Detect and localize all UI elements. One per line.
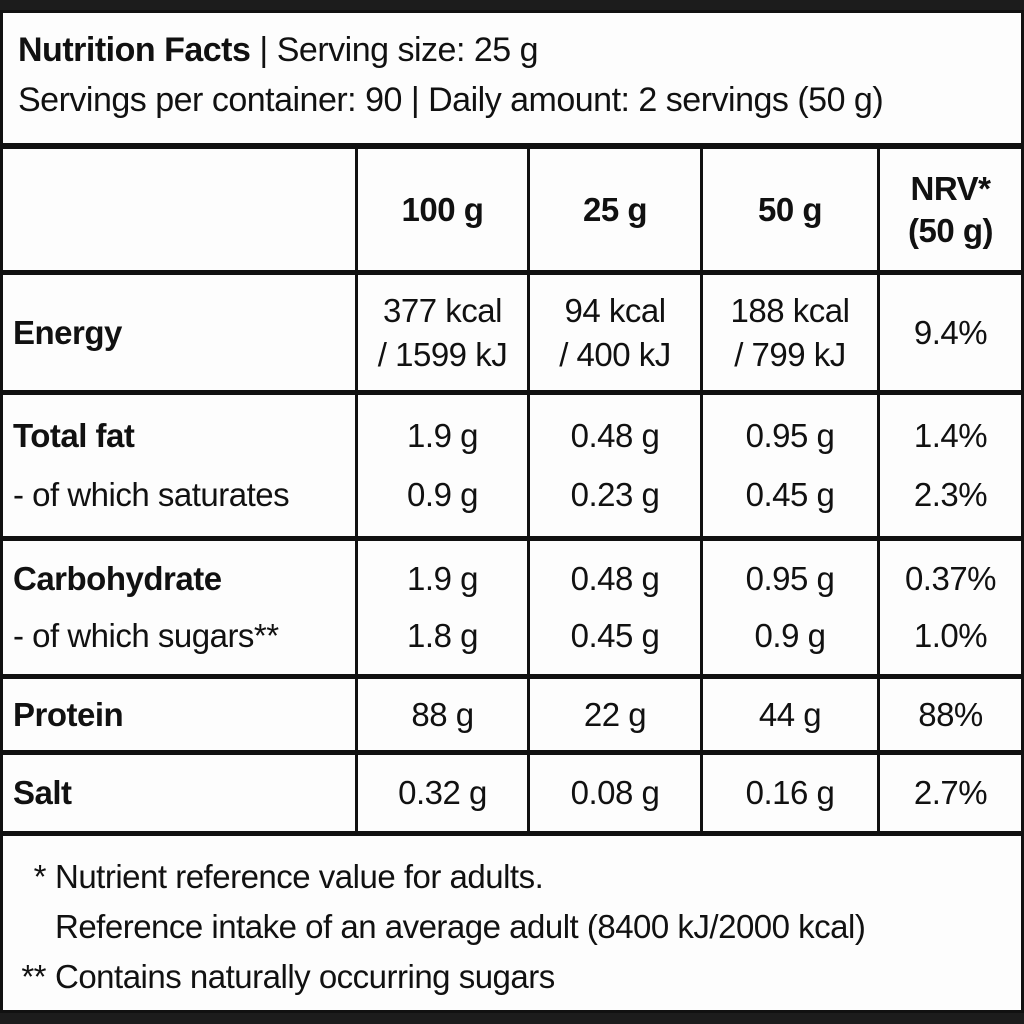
energy-100g-value: 377 kcal / 1599 kJ	[355, 275, 527, 390]
serving-size-line: Nutrition Facts | Serving size: 25 g	[18, 25, 1011, 75]
footnote-nrv: * Nutrient reference value for adults.	[3, 852, 1021, 902]
row-label-salt: Salt	[13, 774, 72, 811]
table-row-protein: Protein 88 g 22 g 44 g 88%	[3, 679, 1021, 755]
footnotes-block: * Nutrient reference value for adults. R…	[3, 836, 1021, 1002]
protein-50g-value: 44 g	[700, 679, 877, 750]
top-bar	[0, 0, 1024, 10]
carbohydrate-labels: Carbohydrate - of which sugars**	[3, 541, 355, 674]
nutrition-label: Nutrition Facts | Serving size: 25 g Servi…	[0, 10, 1024, 1013]
footnote-sugars: ** Contains naturally occurring sugars	[3, 952, 1021, 1002]
column-header-25g: 25 g	[527, 149, 700, 270]
header-empty-cell	[3, 149, 355, 270]
salt-50g-value: 0.16 g	[700, 755, 877, 831]
footnote-sugars-text: Contains naturally occurring sugars	[55, 958, 555, 995]
table-row-energy: Energy 377 kcal / 1599 kJ 94 kcal / 400 …	[3, 275, 1021, 395]
energy-nrv-value: 9.4%	[877, 275, 1021, 390]
carbohydrate-100g-values: 1.9 g 1.8 g	[355, 541, 527, 674]
protein-25g-value: 22 g	[527, 679, 700, 750]
table-section-fat: Total fat - of which saturates 1.9 g 0.9…	[3, 395, 1021, 541]
row-label-protein: Protein	[13, 695, 124, 733]
footnote-nrv-text: Nutrient reference value for adults.	[55, 858, 544, 895]
column-header-nrv: NRV* (50 g)	[877, 149, 1021, 270]
carbohydrate-25g-values: 0.48 g 0.45 g	[527, 541, 700, 674]
footnote-reference-intake: Reference intake of an average adult (84…	[3, 902, 1021, 952]
footnote-reference-text: Reference intake of an average adult (84…	[55, 908, 866, 945]
row-label-total-fat: Total fat	[13, 416, 135, 454]
row-label-saturates: - of which saturates	[13, 476, 290, 514]
pipe-separator: |	[259, 31, 268, 69]
serving-size-text: Serving size: 25 g	[276, 31, 539, 69]
salt-nrv-value: 2.7%	[877, 755, 1021, 831]
fat-25g-values: 0.48 g 0.23 g	[527, 395, 700, 536]
intro-block: Nutrition Facts | Serving size: 25 g Servi…	[3, 13, 1021, 149]
table-row-salt: Salt 0.32 g 0.08 g 0.16 g 2.7%	[3, 755, 1021, 836]
protein-nrv-value: 88%	[877, 679, 1021, 750]
energy-50g-value: 188 kcal / 799 kJ	[700, 275, 877, 390]
fat-100g-values: 1.9 g 0.9 g	[355, 395, 527, 536]
carbohydrate-50g-values: 0.95 g 0.9 g	[700, 541, 877, 674]
nutrition-facts-title: Nutrition Facts	[18, 31, 251, 69]
servings-per-container-line: Servings per container: 90 | Daily amoun…	[18, 81, 884, 119]
row-label-sugars: - of which sugars**	[13, 617, 279, 654]
energy-25g-value: 94 kcal / 400 kJ	[527, 275, 700, 390]
fat-nrv-values: 1.4% 2.3%	[877, 395, 1021, 536]
column-header-50g: 50 g	[700, 149, 877, 270]
row-label-energy: Energy	[13, 313, 122, 351]
footnote-empty-marker	[3, 902, 55, 952]
fat-labels: Total fat - of which saturates	[3, 395, 355, 536]
fat-50g-values: 0.95 g 0.45 g	[700, 395, 877, 536]
table-section-carbohydrate: Carbohydrate - of which sugars** 1.9 g 1…	[3, 541, 1021, 679]
table-header-row: 100 g 25 g 50 g NRV* (50 g)	[3, 149, 1021, 275]
salt-25g-value: 0.08 g	[527, 755, 700, 831]
footnote-star-marker: *	[33, 858, 47, 895]
bottom-bar	[0, 1013, 1024, 1024]
protein-100g-value: 88 g	[355, 679, 527, 750]
carbohydrate-nrv-values: 0.37% 1.0%	[877, 541, 1021, 674]
salt-100g-value: 0.32 g	[355, 755, 527, 831]
column-header-100g: 100 g	[355, 149, 527, 270]
footnote-double-star-marker: **	[21, 958, 46, 995]
row-label-carbohydrate: Carbohydrate	[13, 560, 222, 597]
